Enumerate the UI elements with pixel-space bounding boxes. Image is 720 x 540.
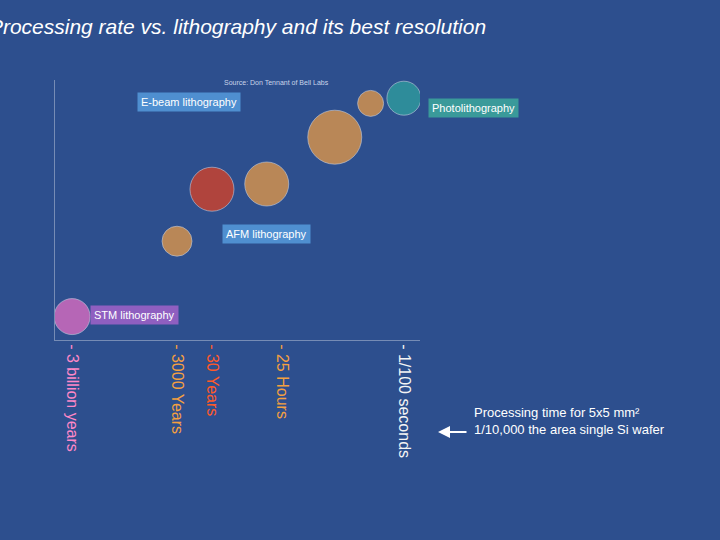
svg-text:- 30 Years: - 30 Years [204,344,221,416]
svg-text:E-beam lithography: E-beam lithography [141,96,237,108]
svg-text:Processing time for 5x5 mm²1/1: Processing time for 5x5 mm²1/10,000 the … [474,405,665,437]
svg-text:Source: Don Tennant of Bell La: Source: Don Tennant of Bell Labs [224,79,329,86]
svg-text:STM lithography: STM lithography [94,309,175,321]
svg-text:- 3000 Years: - 3000 Years [169,344,186,434]
svg-text:Processing rate vs. lithograph: Processing rate vs. lithography and its … [0,15,486,38]
svg-text:- 25 Hours: - 25 Hours [274,344,291,419]
svg-text:- 3 billion years: - 3 billion years [64,344,81,452]
svg-text:- 1/100 seconds: - 1/100 seconds [396,344,413,458]
svg-text:Photolithography: Photolithography [432,102,515,114]
svg-text:AFM lithography: AFM lithography [226,228,307,240]
